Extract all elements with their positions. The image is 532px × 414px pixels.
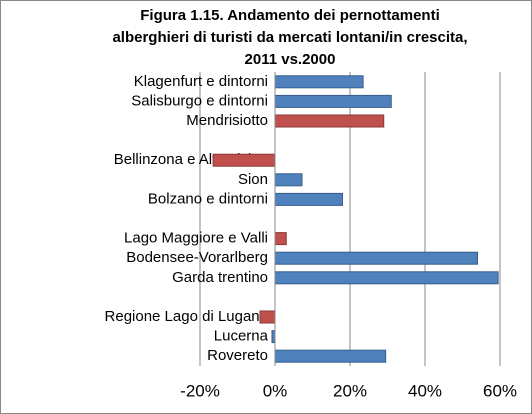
bar [274,114,385,128]
y-tick-label: Garda trentino [172,269,268,286]
y-tick-label: Klagenfurt e dintorni [134,73,268,90]
bar [274,75,364,89]
x-tick-label: -20% [180,381,220,400]
chart-title: alberghieri di turisti da mercati lontan… [112,29,467,46]
bar [274,271,499,285]
x-tick-label: 20% [333,381,367,400]
bar [274,94,392,108]
x-tick-label: 60% [483,381,517,400]
bar [274,232,287,246]
bar [212,153,276,167]
chart-title: 2011 vs.2000 [245,51,336,68]
bar [259,310,276,324]
chart-title: Figura 1.15. Andamento dei pernottamenti [140,7,440,24]
y-tick-label: Sion [238,171,268,188]
y-tick-label: Lago Maggiore e Valli [124,230,268,247]
x-tick-label: 40% [408,381,442,400]
y-tick-label: Mendrisiotto [186,112,268,129]
y-tick-label: Bolzano e dintorni [148,190,268,207]
y-tick-label: Rovereto [207,347,268,364]
y-tick-label: Salisburgo e dintorni [131,92,268,109]
bar [274,251,478,265]
bar [274,192,343,206]
y-tick-label: Bodensee-Vorarlberg [126,249,268,266]
y-tick-label: Regione Lago di Lugano [105,308,268,325]
x-tick-label: 0% [263,381,288,400]
bar [274,349,387,363]
bar [274,173,303,187]
y-tick-label: Lucerna [214,328,269,345]
